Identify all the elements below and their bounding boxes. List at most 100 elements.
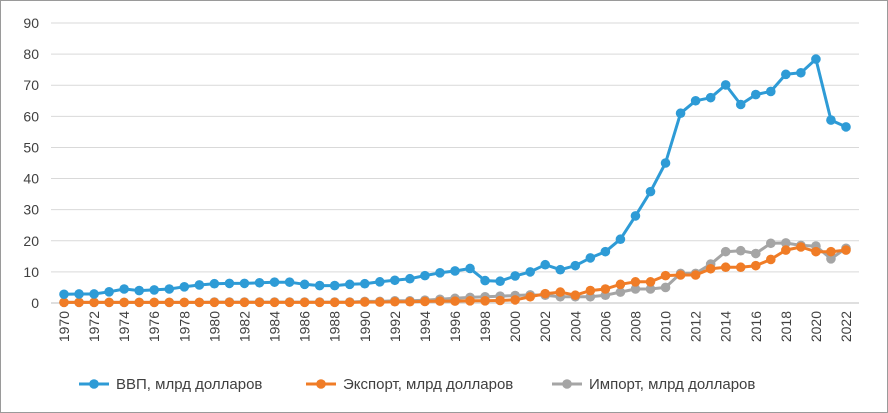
data-point-0-1997 xyxy=(465,263,475,274)
data-point-1-1999 xyxy=(495,295,505,306)
data-point-2-2010 xyxy=(660,282,671,293)
x-tick-label-2014: 2014 xyxy=(718,311,734,342)
data-point-1-1980 xyxy=(209,297,220,308)
data-point-0-1976 xyxy=(149,285,160,295)
data-point-1-1984 xyxy=(269,297,280,308)
x-tick-label-1986: 1986 xyxy=(297,311,313,342)
data-point-0-1994 xyxy=(420,270,430,281)
data-point-0-2016 xyxy=(750,89,761,100)
data-point-0-2019 xyxy=(796,67,806,78)
data-point-2-2021 xyxy=(826,254,836,264)
data-point-0-2020 xyxy=(811,54,821,64)
data-point-0-1996 xyxy=(450,266,460,276)
data-point-0-1970 xyxy=(59,289,69,300)
data-point-1-1973 xyxy=(104,297,114,308)
legend: ВВП, млрд долларов Экспорт, млрд долларов… xyxy=(79,376,755,393)
data-point-0-2013 xyxy=(705,92,716,103)
data-point-0-1981 xyxy=(224,278,235,289)
data-point-1-1977 xyxy=(164,297,175,308)
data-point-0-1978 xyxy=(179,282,190,292)
data-point-0-1983 xyxy=(254,277,265,288)
data-point-1-2002 xyxy=(540,288,551,299)
x-tick-label-1970: 1970 xyxy=(56,311,72,342)
data-point-1-1974 xyxy=(119,297,129,308)
data-point-1-2018 xyxy=(781,245,791,255)
data-point-1-2012 xyxy=(690,270,701,280)
data-point-1-1986 xyxy=(299,297,310,308)
x-tick-label-1996: 1996 xyxy=(447,311,463,342)
data-point-1-1972 xyxy=(89,297,99,308)
y-tick-label-40: 40 xyxy=(23,171,39,187)
x-tick-label-2008: 2008 xyxy=(627,311,643,342)
data-point-0-2005 xyxy=(585,253,596,263)
data-point-1-1971 xyxy=(74,297,84,308)
data-point-1-1985 xyxy=(284,297,295,308)
data-point-1-1988 xyxy=(329,297,340,308)
series-0 xyxy=(59,54,851,300)
y-tick-label-0: 0 xyxy=(31,295,39,311)
data-point-1-2016 xyxy=(750,260,761,271)
data-point-1-1998 xyxy=(480,296,490,306)
data-point-0-2022 xyxy=(841,122,851,132)
data-point-1-2015 xyxy=(735,262,746,273)
data-point-0-2017 xyxy=(766,86,776,97)
y-tick-label-20: 20 xyxy=(23,233,39,249)
y-tick-label-70: 70 xyxy=(23,77,39,93)
data-point-2-2008 xyxy=(630,284,641,294)
y-tick-label-30: 30 xyxy=(23,202,39,218)
data-point-0-1998 xyxy=(480,275,490,286)
x-tick-label-1974: 1974 xyxy=(116,311,132,342)
x-tick-label-1988: 1988 xyxy=(327,311,343,342)
data-point-1-1979 xyxy=(194,297,205,308)
x-tick-label-1984: 1984 xyxy=(267,311,283,342)
y-tick-label-50: 50 xyxy=(23,139,39,155)
x-tick-label-1992: 1992 xyxy=(387,311,403,342)
y-tick-label-10: 10 xyxy=(23,264,39,280)
data-point-2-2009 xyxy=(645,284,656,294)
data-point-1-2006 xyxy=(600,284,611,294)
x-tick-label-1972: 1972 xyxy=(86,311,102,342)
series-lines xyxy=(59,54,851,308)
data-point-1-2020 xyxy=(811,246,821,257)
data-point-1-1983 xyxy=(254,297,265,308)
x-tick-label-1982: 1982 xyxy=(236,311,252,342)
data-point-0-1972 xyxy=(89,289,99,299)
data-point-0-1980 xyxy=(209,278,220,289)
data-point-1-1978 xyxy=(179,297,190,308)
data-point-0-2014 xyxy=(720,80,731,90)
data-point-0-2003 xyxy=(555,264,566,275)
data-point-1-1981 xyxy=(224,297,235,308)
data-point-1-2000 xyxy=(510,295,520,305)
data-point-1-1992 xyxy=(390,296,400,307)
data-point-2-2016 xyxy=(750,248,761,259)
x-tick-label-2018: 2018 xyxy=(778,311,794,342)
data-point-0-2011 xyxy=(675,108,686,119)
data-point-1-2019 xyxy=(796,242,806,252)
data-point-0-1999 xyxy=(495,276,505,287)
x-tick-label-1990: 1990 xyxy=(357,311,373,342)
x-tick-label-1978: 1978 xyxy=(176,311,192,342)
data-point-1-2013 xyxy=(705,263,716,274)
data-point-1-2017 xyxy=(766,254,776,265)
x-tick-label-2006: 2006 xyxy=(597,311,613,342)
legend-label-2: Импорт, млрд долларов xyxy=(589,376,755,393)
legend-swatch-marker-1 xyxy=(316,379,326,389)
data-point-2-2015 xyxy=(735,245,746,256)
data-point-2-2014 xyxy=(720,246,731,257)
x-tick-label-1976: 1976 xyxy=(146,311,162,342)
data-point-1-2004 xyxy=(570,290,581,301)
data-point-0-1988 xyxy=(329,280,340,291)
data-point-0-1973 xyxy=(104,287,114,297)
data-point-1-1991 xyxy=(375,297,385,307)
x-axis-tick-labels: 1970 1972 1974 1976 1978 1980 1982 1984 1986 1988… xyxy=(56,311,854,342)
x-tick-label-2004: 2004 xyxy=(567,311,583,342)
data-point-0-2012 xyxy=(690,95,701,106)
data-point-0-1974 xyxy=(119,284,129,294)
data-point-2-2017 xyxy=(766,238,776,249)
data-point-0-2021 xyxy=(826,115,836,125)
data-point-0-2004 xyxy=(570,260,581,271)
y-axis-tick-labels: 0 10 20 30 40 50 60 70 80 90 xyxy=(23,15,39,311)
data-point-1-1994 xyxy=(420,296,430,307)
data-point-1-2009 xyxy=(645,277,656,287)
